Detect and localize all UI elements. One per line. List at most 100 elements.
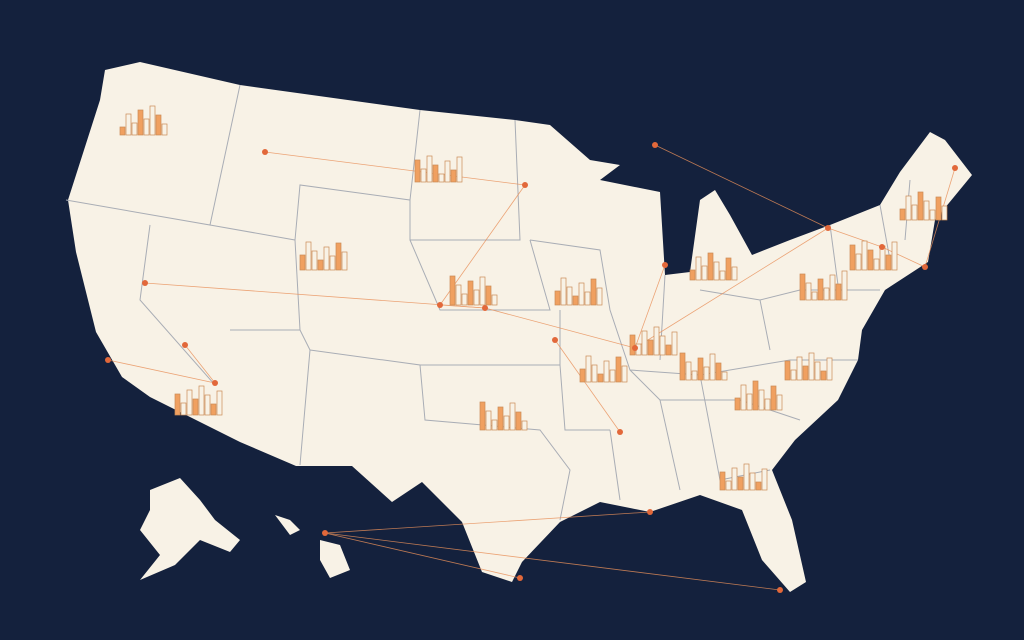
building: [849, 244, 856, 271]
building: [659, 335, 666, 356]
building: [615, 356, 622, 383]
building: [873, 258, 880, 271]
building: [341, 251, 348, 271]
city-dot-icon: [322, 530, 328, 536]
alaska: [140, 478, 240, 580]
building: [811, 291, 818, 301]
building: [432, 164, 439, 183]
building: [703, 366, 710, 381]
building: [609, 369, 616, 383]
building: [491, 419, 498, 431]
city-dot-icon: [142, 280, 148, 286]
building: [911, 204, 918, 221]
building: [719, 471, 726, 491]
building: [743, 463, 750, 491]
building: [715, 362, 722, 381]
building: [697, 357, 704, 381]
city-dot-icon: [182, 342, 188, 348]
building: [725, 480, 732, 491]
building: [935, 196, 942, 221]
route-line: [264, 151, 526, 186]
route-line: [144, 282, 486, 309]
city-dots: [105, 142, 958, 593]
building: [817, 278, 824, 301]
building: [731, 266, 738, 281]
building: [155, 114, 162, 136]
city-dot-icon: [652, 142, 658, 148]
building: [802, 365, 809, 381]
city-skyline-icon: [849, 240, 898, 271]
building: [737, 476, 744, 491]
building: [414, 159, 421, 183]
building: [444, 160, 451, 183]
building: [192, 398, 199, 416]
building: [131, 122, 138, 136]
building: [149, 105, 156, 136]
route-line: [107, 359, 216, 384]
city-dot-icon: [662, 262, 668, 268]
route-line: [324, 532, 521, 579]
building: [467, 280, 474, 306]
building: [125, 113, 132, 136]
building: [323, 246, 330, 271]
route-line: [439, 304, 486, 309]
building: [755, 481, 762, 491]
building: [420, 168, 427, 183]
building: [752, 380, 759, 411]
city-skylines: [119, 105, 948, 491]
building: [204, 394, 211, 416]
building: [485, 285, 492, 306]
building: [566, 286, 573, 306]
building: [438, 173, 445, 183]
city-dot-icon: [552, 337, 558, 343]
building: [808, 352, 815, 381]
city-dot-icon: [632, 345, 638, 351]
building: [137, 109, 144, 136]
city-dot-icon: [647, 509, 653, 515]
city-dot-icon: [517, 575, 523, 581]
city-skyline-icon: [414, 155, 463, 183]
building: [855, 253, 862, 271]
building: [161, 123, 168, 136]
building: [823, 287, 830, 301]
city-dot-icon: [212, 380, 218, 386]
building: [784, 360, 791, 381]
building: [473, 289, 480, 306]
route-line: [654, 144, 829, 229]
building: [685, 361, 692, 381]
city-dot-icon: [522, 182, 528, 188]
building: [691, 370, 698, 381]
city-skyline-icon: [719, 463, 768, 491]
building: [119, 126, 126, 136]
building: [305, 241, 312, 271]
building: [585, 355, 592, 383]
building: [761, 468, 768, 491]
route-line: [184, 344, 216, 384]
building: [449, 275, 456, 306]
building: [867, 249, 874, 271]
city-skyline-icon: [689, 252, 738, 281]
building: [746, 393, 753, 411]
building: [805, 282, 812, 301]
city-skyline-icon: [554, 277, 603, 306]
building: [725, 257, 732, 281]
building: [749, 472, 756, 491]
building: [929, 209, 936, 221]
building: [509, 402, 516, 431]
city-skyline-icon: [579, 355, 628, 383]
building: [861, 240, 868, 271]
building: [317, 259, 324, 271]
building: [560, 277, 567, 306]
building: [641, 330, 648, 356]
building: [829, 274, 836, 301]
city-dot-icon: [825, 225, 831, 231]
building: [485, 410, 492, 431]
building: [905, 195, 912, 221]
building: [426, 155, 433, 183]
building: [479, 276, 486, 306]
building: [826, 357, 833, 381]
route-line: [634, 227, 829, 349]
building: [216, 390, 223, 416]
building: [554, 290, 561, 306]
